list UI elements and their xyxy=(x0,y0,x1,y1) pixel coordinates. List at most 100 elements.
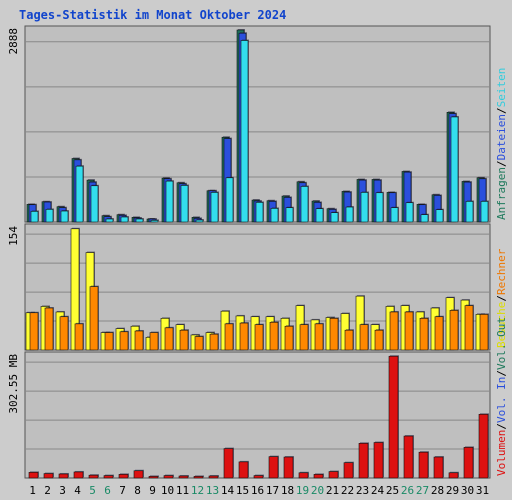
bar-volumen-day-5 xyxy=(88,474,99,479)
x-tick-label: 23 xyxy=(356,484,369,497)
x-tick-label: 22 xyxy=(341,484,354,497)
bar-seiten-day-25 xyxy=(390,207,399,223)
legend-entry-dateien: Dateien xyxy=(495,114,508,160)
legend-entry-rechner: Rechner xyxy=(495,248,508,295)
bar-seiten-day-14 xyxy=(225,177,234,223)
bar-seiten-day-18 xyxy=(285,207,294,223)
x-tick-label: 3 xyxy=(59,484,66,497)
panel-top: 2888 xyxy=(7,25,491,223)
bar-seiten-day-13 xyxy=(210,192,219,223)
bar-rechner-day-21 xyxy=(329,318,339,351)
bar-seiten-day-26 xyxy=(405,202,414,223)
bar-seiten-day-8 xyxy=(135,218,144,223)
bar-volumen-day-4 xyxy=(73,471,84,479)
bar-volumen-day-6 xyxy=(103,475,114,479)
bar-seiten-day-19 xyxy=(300,186,309,223)
bar-seiten-day-17 xyxy=(270,208,279,223)
bar-rechner-day-7 xyxy=(119,331,129,351)
bar-seiten-day-15 xyxy=(240,40,249,223)
bar-seiten-day-11 xyxy=(180,185,189,223)
x-tick-label: 24 xyxy=(371,484,385,497)
bar-volumen-day-13 xyxy=(208,475,219,479)
legend-separator: / xyxy=(495,295,508,302)
legend-entry-volumen: Volumen xyxy=(495,430,508,476)
x-tick-label: 28 xyxy=(431,484,444,497)
x-tick-label: 29 xyxy=(446,484,459,497)
bar-seiten-day-3 xyxy=(60,210,69,223)
x-tick-label: 6 xyxy=(104,484,111,497)
bar-volumen-day-2 xyxy=(43,473,54,479)
right-axis-label-top: Anfragen/Dateien/Seiten xyxy=(495,68,508,220)
bar-seiten-day-16 xyxy=(255,202,264,223)
chart-title: Tages-Statistik im Monat Oktober 2024 xyxy=(19,8,286,22)
right-axis-label-middle: Besuche/Rechner xyxy=(495,248,508,348)
legend-entry-seiten: Seiten xyxy=(495,68,508,108)
panel-bottom: 302.55 MB xyxy=(7,351,491,479)
x-tick-label: 2 xyxy=(44,484,51,497)
x-tick-label: 4 xyxy=(74,484,81,497)
bar-seiten-day-24 xyxy=(375,192,384,223)
right-axis-label-bottom: Volumen/Vol. In/Vol. Out xyxy=(495,317,508,476)
bar-volumen-day-16 xyxy=(253,475,264,479)
x-tick-label: 13 xyxy=(206,484,219,497)
x-tick-label: 11 xyxy=(176,484,189,497)
bar-volumen-day-21 xyxy=(328,471,339,479)
chart-panels: 2888 154 302.55 MB xyxy=(7,25,491,479)
max-value-label-middle: 154 xyxy=(7,226,20,246)
legend-entry-volin: Vol. In xyxy=(495,377,508,423)
bar-volumen-day-18 xyxy=(283,456,294,479)
legend-entry-anfragen: Anfragen xyxy=(495,167,508,220)
bar-volumen-day-23 xyxy=(358,443,369,479)
bar-volumen-day-1 xyxy=(28,472,39,479)
bar-seiten-day-31 xyxy=(480,201,489,223)
bar-volumen-day-9 xyxy=(148,476,159,479)
bar-volumen-day-28 xyxy=(433,456,444,479)
bar-volumen-day-14 xyxy=(223,448,234,479)
bar-seiten-day-6 xyxy=(105,218,114,223)
legend-separator: / xyxy=(495,423,508,430)
x-tick-label: 21 xyxy=(326,484,339,497)
bar-volumen-day-31 xyxy=(478,413,489,479)
bar-rechner-day-8 xyxy=(134,330,144,351)
bar-rechner-day-13 xyxy=(209,333,219,351)
bar-volumen-day-11 xyxy=(178,475,189,479)
bar-seiten-day-21 xyxy=(330,212,339,223)
bar-rechner-day-11 xyxy=(179,329,189,351)
x-tick-label: 10 xyxy=(161,484,174,497)
bar-seiten-day-1 xyxy=(30,211,39,223)
x-tick-label: 14 xyxy=(221,484,235,497)
bar-rechner-day-27 xyxy=(419,318,429,351)
bar-rechner-day-10 xyxy=(164,327,174,351)
bar-volumen-day-22 xyxy=(343,462,354,479)
bar-seiten-day-22 xyxy=(345,206,354,223)
x-tick-label: 16 xyxy=(251,484,264,497)
plot-area xyxy=(24,25,491,223)
panel-middle: 154 xyxy=(7,223,491,351)
bar-seiten-day-10 xyxy=(165,180,174,223)
bar-rechner-day-20 xyxy=(314,323,324,351)
bar-rechner-day-1 xyxy=(29,312,39,351)
bar-rechner-day-30 xyxy=(464,305,474,351)
x-tick-label: 15 xyxy=(236,484,249,497)
bar-volumen-day-30 xyxy=(463,447,474,479)
bar-volumen-day-12 xyxy=(193,476,204,479)
x-tick-label: 20 xyxy=(311,484,324,497)
x-axis-labels: 1 2 3 4 5 6 7 8 9 10 11 12 13 14 15 16 17 18 19 20 21 22 23 24 2… xyxy=(29,484,489,497)
bar-seiten-day-12 xyxy=(195,219,204,223)
bar-rechner-day-2 xyxy=(44,307,54,351)
bar-rechner-day-12 xyxy=(194,336,204,351)
bar-rechner-day-24 xyxy=(374,329,384,351)
max-value-label-bottom: 302.55 MB xyxy=(7,354,20,414)
x-tick-label: 27 xyxy=(416,484,429,497)
bar-volumen-day-19 xyxy=(298,472,309,479)
bar-volumen-day-17 xyxy=(268,456,279,479)
bar-seiten-day-7 xyxy=(120,216,129,223)
bar-rechner-day-14 xyxy=(224,323,234,351)
bar-seiten-day-5 xyxy=(90,185,99,223)
bar-rechner-day-4 xyxy=(74,323,84,351)
bar-seiten-day-2 xyxy=(45,209,54,223)
x-tick-label: 9 xyxy=(149,484,156,497)
right-legend: Anfragen/Dateien/SeitenBesuche/RechnerVo… xyxy=(495,68,508,476)
bar-seiten-day-20 xyxy=(315,208,324,223)
